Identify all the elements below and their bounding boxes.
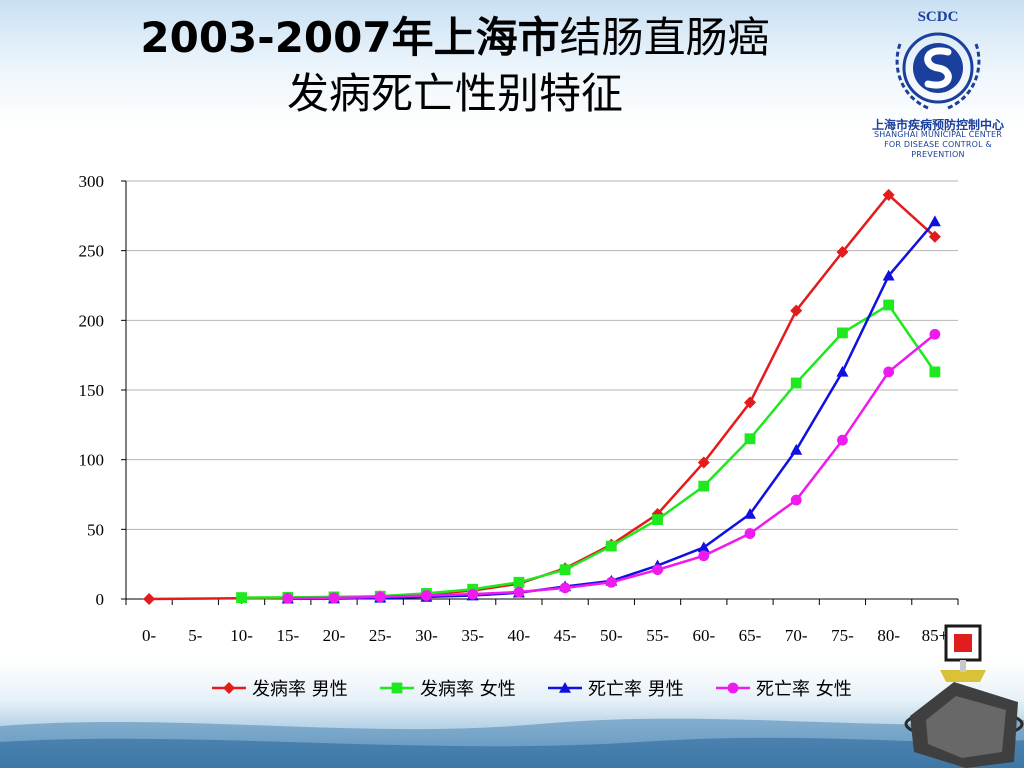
data-point	[236, 592, 247, 604]
data-point	[836, 246, 849, 259]
x-tick-label: 85+	[922, 626, 949, 645]
data-point	[652, 514, 663, 525]
series-4	[282, 328, 941, 604]
x-tick-label: 40-	[508, 626, 531, 645]
series-line	[149, 193, 936, 601]
data-point	[836, 365, 849, 377]
data-point	[744, 433, 756, 445]
data-point	[883, 299, 895, 311]
x-tick-label: 75-	[831, 626, 854, 645]
data-point	[652, 564, 663, 576]
logo-name-en: SHANGHAI MUNICIPAL CENTER FOR DISEASE CO…	[858, 130, 1018, 160]
legend-item: 死亡率 男性	[548, 679, 684, 700]
data-point	[837, 327, 848, 339]
x-tick-label: 80-	[877, 626, 900, 645]
data-point	[697, 541, 710, 553]
data-point	[559, 582, 571, 594]
x-tick-label: 60-	[692, 626, 715, 645]
series-line	[241, 303, 936, 599]
logo-name-en-line-2: FOR DISEASE CONTROL & PREVENTION	[884, 140, 992, 159]
data-point	[282, 592, 294, 604]
data-point	[328, 592, 340, 604]
y-tick-label: 300	[79, 172, 105, 191]
y-tick-label: 150	[79, 381, 105, 400]
x-tick-label: 0-	[142, 626, 157, 645]
logo-name-cn: 上海市疾病预防控制中心	[871, 118, 1004, 132]
data-point	[698, 480, 710, 492]
x-tick-label: 70-	[785, 626, 808, 645]
legend-label: 发病率 男性	[252, 679, 348, 700]
data-point	[744, 528, 756, 539]
legend-marker	[223, 682, 235, 694]
data-point	[513, 586, 525, 598]
data-point	[467, 588, 479, 600]
data-point	[882, 188, 895, 201]
slide-title: 2003-2007年上海市结肠直肠癌 发病死亡性别特征	[55, 10, 855, 122]
legend-item: 发病率 男性	[212, 679, 348, 700]
monument-decoration	[904, 624, 1024, 768]
series-1	[143, 188, 941, 605]
data-point	[698, 550, 710, 562]
legend-marker	[727, 682, 739, 694]
title-bold-part: 2003-2007年上海市	[140, 13, 560, 62]
data-point	[883, 366, 895, 378]
legend-label: 发病率 女性	[420, 679, 516, 700]
data-point	[697, 456, 710, 469]
data-point	[513, 576, 525, 588]
data-point	[837, 434, 848, 446]
x-tick-label: 45-	[554, 626, 577, 645]
x-tick-label: 35-	[461, 626, 484, 645]
y-tick-label: 100	[79, 451, 105, 470]
data-point	[744, 396, 756, 409]
data-point	[928, 230, 941, 243]
legend-item: 发病率 女性	[380, 679, 516, 700]
logo-abbr: SCDC	[918, 9, 959, 25]
legend-marker	[559, 682, 571, 693]
y-tick-label: 250	[79, 242, 105, 261]
y-tick-label: 50	[87, 520, 104, 539]
x-tick-label: 55-	[646, 626, 669, 645]
series-line	[287, 333, 936, 600]
data-point	[929, 328, 941, 340]
wave-decoration	[0, 718, 1024, 768]
legend-item: 死亡率 女性	[716, 679, 852, 700]
data-point	[929, 366, 941, 378]
data-point	[790, 377, 802, 389]
legend-label: 死亡率 女性	[756, 679, 852, 700]
data-point	[790, 304, 803, 317]
y-tick-label: 0	[96, 590, 105, 609]
data-point	[559, 564, 571, 576]
data-point	[605, 576, 617, 588]
data-point	[421, 590, 432, 601]
x-tick-label: 15-	[276, 626, 299, 645]
logo-name-en-line-1: SHANGHAI MUNICIPAL CENTER	[873, 130, 1003, 139]
data-point	[374, 591, 386, 603]
x-tick-label: 50-	[600, 626, 623, 645]
scdc-logo: SCDC	[895, 9, 981, 110]
data-point	[882, 269, 895, 281]
legend-marker	[391, 682, 403, 694]
title-line-1: 2003-2007年上海市结肠直肠癌	[55, 10, 855, 66]
x-tick-label: 65-	[739, 626, 762, 645]
x-tick-label: 10-	[230, 626, 253, 645]
x-tick-label: 25-	[369, 626, 392, 645]
title-line-2: 发病死亡性别特征	[286, 69, 623, 118]
x-tick-label: 5-	[188, 626, 203, 645]
x-tick-label: 30-	[415, 626, 438, 645]
x-tick-label: 20-	[323, 626, 346, 645]
data-point	[744, 508, 756, 519]
y-tick-label: 200	[79, 311, 105, 330]
data-point	[143, 593, 156, 605]
data-point	[605, 540, 617, 552]
data-point	[790, 443, 803, 455]
legend-label: 死亡率 男性	[588, 679, 684, 700]
data-point	[790, 494, 802, 506]
title-regular-part: 结肠直肠癌	[559, 13, 770, 62]
data-point	[928, 215, 941, 227]
